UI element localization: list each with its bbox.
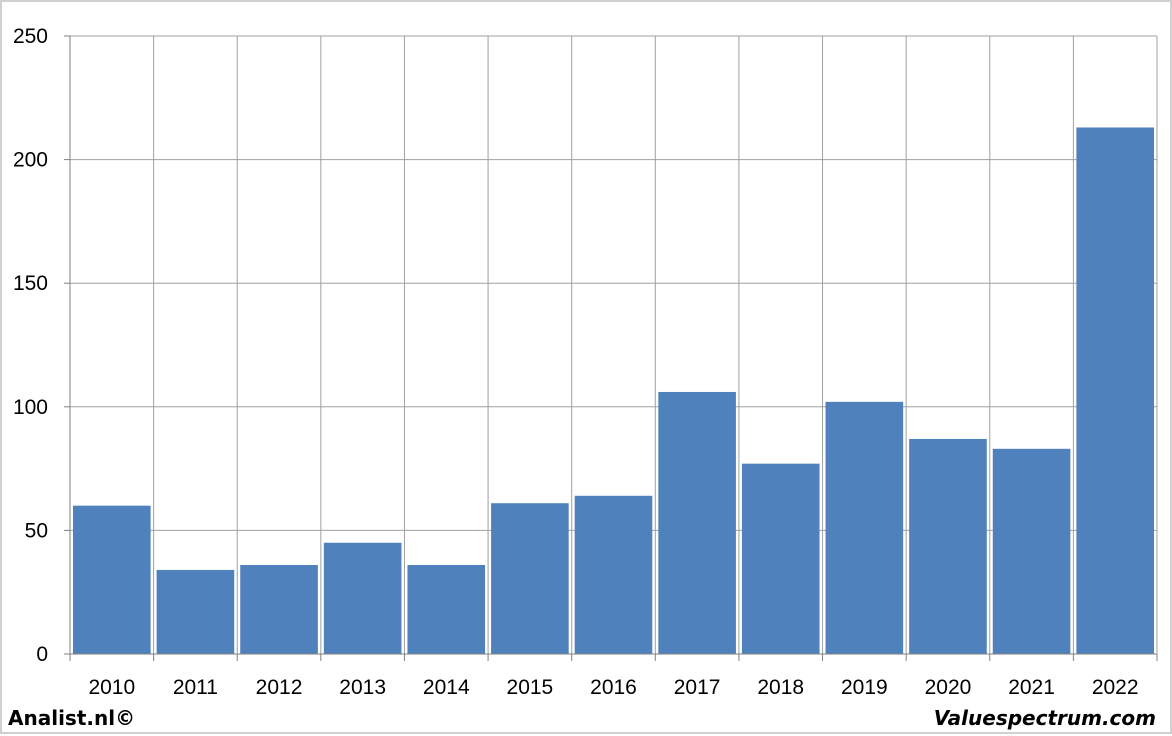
x-tick-label: 2010 [88,676,135,699]
bar-2014 [407,565,486,654]
y-tick-label: 0 [36,643,48,666]
bar-2015 [491,503,569,654]
bar-2021 [992,448,1071,654]
x-tick-label: 2017 [674,676,721,699]
x-tick-label: 2019 [841,676,888,699]
bar-2013 [323,542,402,654]
x-tick-label: 2011 [173,676,218,699]
x-tick-label: 2020 [925,676,972,699]
x-tick-label: 2013 [339,676,386,699]
bar-2022 [1076,127,1154,655]
bar-2019 [825,401,904,654]
source-credit-right: Valuespectrum.com [933,706,1156,730]
bar-2011 [156,569,235,654]
bar-2018 [741,463,820,654]
x-tick-label: 2022 [1092,676,1139,699]
x-tick-label: 2014 [423,676,470,699]
bar-2010 [73,505,151,654]
y-tick-label: 150 [13,272,48,295]
x-tick-label: 2012 [256,676,303,699]
x-tick-label: 2018 [757,676,804,699]
bar-2020 [909,438,987,654]
bar-2016 [574,495,653,654]
x-tick-label: 2015 [507,676,554,699]
y-tick-label: 50 [25,519,48,542]
x-tick-label: 2021 [1008,676,1055,699]
bar-2012 [240,565,318,654]
x-tick-label: 2016 [590,676,637,699]
source-credit-left: Analist.nl© [8,706,136,730]
bar-2017 [658,391,736,654]
y-tick-label: 250 [13,25,48,48]
y-tick-label: 100 [13,396,48,419]
y-tick-label: 200 [13,149,48,172]
